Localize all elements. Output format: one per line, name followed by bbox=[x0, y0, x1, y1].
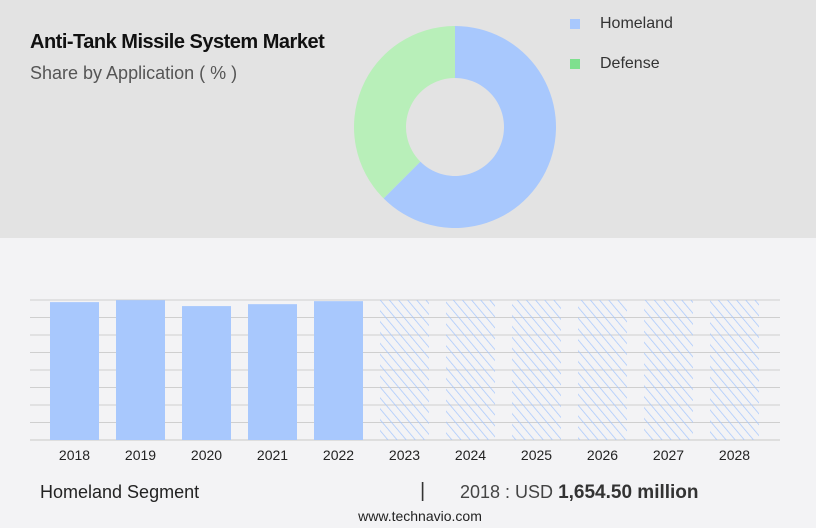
donut-slice-homeland bbox=[383, 26, 556, 228]
legend-swatch bbox=[570, 18, 580, 29]
forecast-bar-2026 bbox=[578, 300, 627, 440]
bar-2022 bbox=[314, 301, 363, 440]
x-tick-label: 2018 bbox=[59, 447, 90, 463]
value-amount: 1,654.50 million bbox=[558, 482, 699, 503]
legend-item-homeland: Homeland bbox=[570, 15, 673, 33]
separator: | bbox=[420, 480, 426, 502]
x-tick-label: 2021 bbox=[257, 447, 288, 463]
source-url: www.technavio.com bbox=[358, 508, 482, 524]
forecast-bar-2024 bbox=[446, 300, 495, 440]
forecast-bar-2027 bbox=[644, 300, 693, 440]
forecast-bar-2023 bbox=[380, 300, 429, 440]
x-tick-label: 2028 bbox=[719, 447, 750, 463]
forecast-bar-2028 bbox=[710, 300, 759, 440]
legend-swatch bbox=[570, 58, 580, 69]
legend-label: Defense bbox=[600, 55, 660, 72]
x-tick-label: 2026 bbox=[587, 447, 618, 463]
bar-2021 bbox=[248, 304, 297, 440]
x-tick-label: 2027 bbox=[653, 447, 684, 463]
legend-label: Homeland bbox=[600, 15, 673, 32]
forecast-bar-2025 bbox=[512, 300, 561, 440]
segment-value: 2018 : USD 1,654.50 million bbox=[460, 482, 699, 504]
bar-2019 bbox=[116, 300, 165, 440]
donut-slice-defense bbox=[353, 26, 455, 199]
x-tick-label: 2019 bbox=[125, 447, 156, 463]
x-tick-label: 2022 bbox=[323, 447, 354, 463]
bar-2018 bbox=[50, 302, 99, 440]
chart-subtitle: Share by Application ( % ) bbox=[30, 63, 238, 83]
x-tick-label: 2025 bbox=[521, 447, 552, 463]
chart-title: Anti-Tank Missile System Market bbox=[30, 31, 325, 53]
value-prefix: 2018 : USD bbox=[460, 482, 559, 502]
x-tick-label: 2023 bbox=[389, 447, 420, 463]
bar-2020 bbox=[182, 306, 231, 440]
legend-item-defense: Defense bbox=[570, 55, 660, 73]
x-tick-label: 2020 bbox=[191, 447, 222, 463]
x-tick-label: 2024 bbox=[455, 447, 486, 463]
segment-label: Homeland Segment bbox=[40, 482, 200, 502]
